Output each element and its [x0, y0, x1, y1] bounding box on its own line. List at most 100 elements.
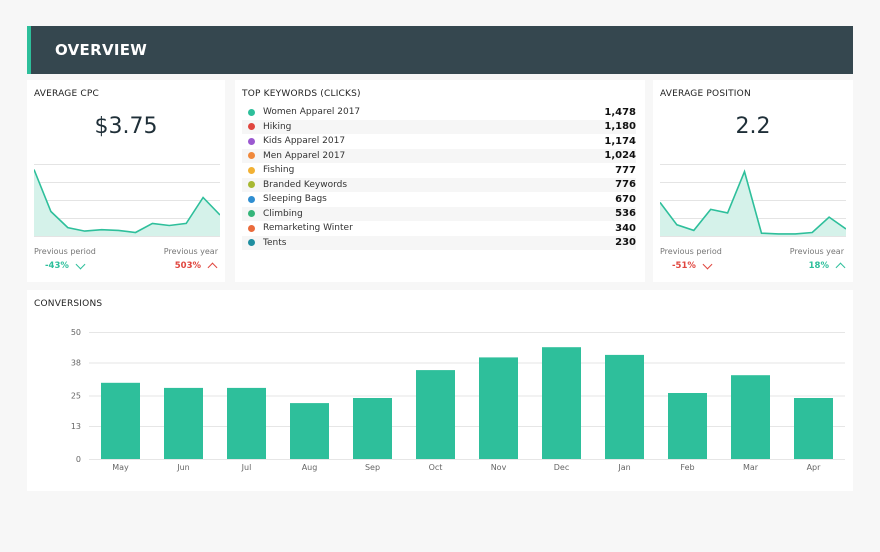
legend-dot-icon — [248, 224, 255, 232]
conversions-card: CONVERSIONS 0 13 25 38 50 May Jun Jul Aug Sep Oct N… — [27, 290, 853, 491]
cpc-prev-period-change: -43% — [45, 259, 86, 271]
x-tick-label: Apr — [807, 463, 822, 472]
legend-dot-icon — [248, 166, 255, 174]
keyword-row: Branded Keywords 776 — [242, 177, 636, 192]
y-tick-label: 38 — [71, 358, 81, 367]
position-prev-period-label: Previous period — [660, 247, 722, 256]
conversion-bar — [416, 370, 455, 459]
y-tick-label: 50 — [71, 328, 81, 337]
position-prev-period-value: -51% — [672, 261, 696, 271]
keyword-row: Kids Apparel 2017 1,174 — [242, 134, 636, 149]
keyword-name: Branded Keywords — [263, 179, 348, 190]
y-tick-label: 13 — [71, 422, 81, 431]
position-prev-year-value: 18% — [808, 261, 829, 271]
keyword-row: Tents 230 — [242, 235, 636, 250]
keyword-name: Women Apparel 2017 — [263, 107, 361, 118]
chevron-up-icon — [207, 262, 218, 273]
x-tick-label: Jul — [241, 463, 252, 472]
legend-dot-icon — [248, 181, 255, 189]
cpc-prev-year-label: Previous year — [163, 247, 218, 256]
keyword-clicks: 1,478 — [604, 106, 636, 118]
average-position-value: 2.2 — [735, 114, 771, 139]
conversion-bar — [794, 398, 833, 459]
keyword-clicks: 776 — [615, 179, 636, 191]
conversions-title: CONVERSIONS — [34, 299, 103, 309]
conversion-bar — [479, 357, 518, 459]
conversion-bar — [605, 354, 644, 459]
keyword-name: Climbing — [263, 208, 303, 219]
keyword-name: Men Apparel 2017 — [263, 150, 346, 161]
conversion-bar — [542, 347, 581, 459]
average-position-title: AVERAGE POSITION — [660, 89, 751, 99]
position-spark-line — [660, 169, 846, 235]
keyword-clicks: 1,024 — [604, 150, 636, 162]
chevron-down-icon — [702, 259, 713, 269]
average-position-card: AVERAGE POSITION 2.2 Previous period Pre… — [653, 80, 853, 282]
chevron-down-icon — [75, 259, 86, 269]
keyword-clicks: 670 — [615, 193, 636, 205]
keyword-name: Remarketing Winter — [263, 223, 353, 234]
page-title: OVERVIEW — [55, 41, 148, 59]
keyword-clicks: 777 — [615, 164, 636, 176]
legend-dot-icon — [248, 239, 255, 247]
top-keywords-card: TOP KEYWORDS (CLICKS) Women Apparel 2017… — [235, 80, 645, 282]
keyword-name: Sleeping Bags — [263, 194, 327, 205]
keyword-name: Hiking — [263, 121, 292, 132]
legend-dot-icon — [248, 123, 255, 131]
keyword-row: Climbing 536 — [242, 206, 636, 221]
cpc-prev-period-label: Previous period — [34, 247, 96, 256]
x-tick-label: Nov — [491, 463, 507, 472]
keyword-row: Remarketing Winter 340 — [242, 221, 636, 236]
legend-dot-icon — [248, 152, 255, 160]
cpc-spark-area — [34, 169, 220, 236]
average-position-sparkline — [660, 164, 846, 237]
keyword-clicks: 1,174 — [604, 135, 636, 147]
keyword-row: Women Apparel 2017 1,478 — [242, 105, 636, 120]
legend-dot-icon — [248, 108, 255, 116]
keyword-row: Fishing 777 — [242, 163, 636, 178]
conversion-bar — [668, 393, 707, 459]
position-prev-year-label: Previous year — [789, 247, 844, 256]
average-cpc-card: AVERAGE CPC $3.75 Previous period Previo… — [27, 80, 225, 282]
cpc-spark-line — [34, 169, 220, 234]
overview-header: OVERVIEW — [27, 26, 853, 74]
legend-dot-icon — [248, 210, 255, 218]
keyword-list: Women Apparel 2017 1,478 Hiking 1,180 Kids A… — [242, 105, 636, 250]
conversion-bar — [101, 382, 140, 459]
keyword-row: Hiking 1,180 — [242, 119, 636, 134]
keyword-name: Kids Apparel 2017 — [263, 136, 346, 147]
position-prev-year-change: 18% — [808, 261, 846, 273]
keyword-row: Men Apparel 2017 1,024 — [242, 148, 636, 163]
x-tick-label: Mar — [743, 463, 759, 472]
average-cpc-sparkline — [34, 164, 220, 237]
cpc-prev-year-value: 503% — [174, 261, 201, 271]
keyword-clicks: 230 — [615, 237, 636, 249]
keyword-clicks: 340 — [615, 222, 636, 234]
x-tick-label: Feb — [680, 463, 694, 472]
chevron-up-icon — [835, 262, 846, 273]
conversion-bar — [731, 375, 770, 459]
legend-dot-icon — [248, 137, 255, 145]
x-tick-label: Dec — [554, 463, 569, 472]
keyword-name: Tents — [263, 237, 287, 248]
keyword-row: Sleeping Bags 670 — [242, 192, 636, 207]
keyword-name: Fishing — [263, 165, 295, 176]
cpc-prev-period-value: -43% — [45, 261, 69, 271]
conversion-bar — [290, 403, 329, 459]
keyword-clicks: 1,180 — [604, 121, 636, 133]
average-cpc-value: $3.75 — [94, 114, 158, 139]
cpc-prev-year-change: 503% — [174, 261, 218, 273]
legend-dot-icon — [248, 195, 255, 203]
y-tick-label: 25 — [71, 392, 81, 401]
y-tick-label: 0 — [76, 455, 81, 464]
x-tick-label: Jan — [617, 463, 630, 472]
conversion-bar — [227, 387, 266, 459]
average-cpc-title: AVERAGE CPC — [34, 89, 100, 99]
keyword-clicks: 536 — [615, 208, 636, 220]
x-tick-label: Oct — [429, 463, 443, 472]
x-tick-label: Sep — [365, 463, 380, 472]
position-prev-period-change: -51% — [672, 259, 713, 271]
conversion-bar — [353, 398, 392, 459]
x-tick-label: Jun — [176, 463, 190, 472]
x-tick-label: May — [112, 463, 129, 472]
